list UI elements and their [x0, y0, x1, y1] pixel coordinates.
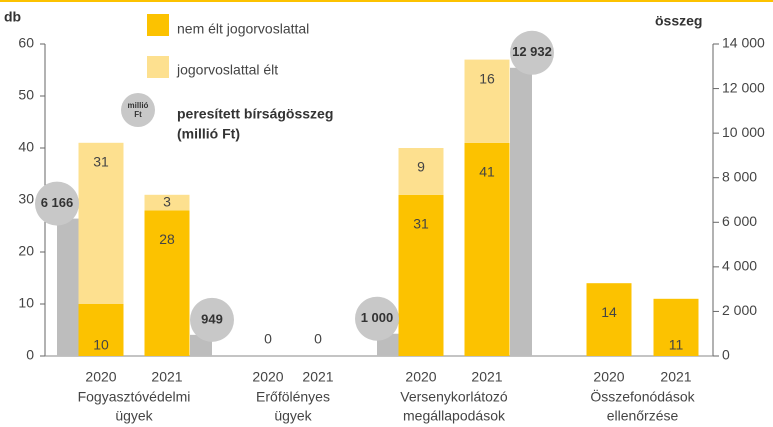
y-tick-label: 30: [18, 191, 34, 207]
value-label: 0: [264, 331, 272, 347]
fine-bubble: [510, 30, 554, 75]
fine-bar: [510, 67, 532, 356]
y2-tick-label: 12 000: [722, 79, 765, 95]
x-tick-label: 2021: [302, 369, 333, 385]
legend-swatch: [147, 14, 169, 36]
bar-segment: [464, 59, 510, 143]
value-label: 14: [601, 304, 617, 320]
legend-label: nem élt jogorvoslattal: [177, 21, 309, 37]
fine-bar: [57, 218, 79, 356]
bar-segment: [78, 304, 124, 356]
x-tick-label: 2020: [593, 369, 624, 385]
legend-bubble-text: Ft: [134, 110, 142, 119]
y-tick-label: 20: [18, 243, 34, 259]
bar-segment: [398, 194, 444, 356]
group-label: ellenőrzése: [607, 408, 679, 424]
fine-bubble: [35, 181, 79, 226]
y2-title: összeg: [655, 13, 702, 29]
bar-segment: [78, 142, 124, 304]
bar-segment: [464, 142, 510, 356]
y-tick-label: 60: [18, 35, 34, 51]
x-tick-label: 2020: [252, 369, 283, 385]
y-tick-label: 0: [26, 347, 34, 363]
y2-tick-label: 4 000: [722, 258, 757, 274]
legend-label: (millió Ft): [177, 126, 240, 142]
legend-label: peresített bírságösszeg: [177, 106, 333, 122]
top-rule: [0, 0, 773, 2]
group-label: Összefonódások: [590, 388, 695, 405]
x-tick-label: 2021: [151, 369, 182, 385]
group-label: Fogyasztóvédelmi: [78, 389, 191, 405]
value-label: 9: [417, 159, 425, 175]
value-label: 31: [93, 154, 109, 170]
value-label: 10: [93, 337, 109, 353]
fine-label: 1 000: [361, 310, 394, 325]
bar-segment: [586, 283, 632, 356]
group-label: Erőfölényes: [256, 389, 330, 405]
x-tick-label: 2020: [405, 369, 436, 385]
fine-bubble: [190, 297, 234, 342]
y-tick-label: 40: [18, 139, 34, 155]
group-label: megállapodások: [403, 408, 506, 424]
fine-label: 6 166: [41, 195, 74, 210]
legend-bubble-text: millió: [128, 101, 149, 110]
x-tick-label: 2021: [660, 369, 691, 385]
group-label: Versenykorlátozó: [400, 389, 508, 405]
value-label: 3: [163, 193, 171, 209]
fine-label: 949: [201, 311, 223, 326]
fine-bubble: [355, 296, 399, 341]
value-label: 31: [413, 216, 429, 232]
y2-tick-label: 6 000: [722, 213, 757, 229]
bar-segment: [653, 298, 699, 356]
y-title: db: [4, 9, 21, 25]
group-label: ügyek: [274, 408, 312, 424]
x-tick-label: 2021: [471, 369, 502, 385]
y-tick-label: 10: [18, 295, 34, 311]
legend-swatch: [147, 56, 169, 78]
legend-bubble: [121, 93, 155, 127]
group-label: ügyek: [115, 408, 153, 424]
fine-label: 12 932: [512, 44, 552, 59]
y2-tick-label: 14 000: [722, 35, 765, 51]
bar-segment: [144, 194, 190, 211]
bar-segment: [144, 210, 190, 356]
y2-tick-label: 10 000: [722, 124, 765, 140]
y2-tick-label: 0: [722, 347, 730, 363]
value-label: 0: [314, 331, 322, 347]
y2-tick-label: 8 000: [722, 168, 757, 184]
value-label: 11: [669, 337, 684, 353]
value-label: 41: [479, 164, 495, 180]
value-label: 28: [159, 231, 175, 247]
legend-label: jogorvoslattal élt: [176, 62, 278, 78]
y2-tick-label: 2 000: [722, 302, 757, 318]
bar-segment: [398, 148, 444, 195]
value-label: 16: [479, 70, 495, 86]
x-tick-label: 2020: [85, 369, 116, 385]
y-tick-label: 50: [18, 87, 34, 103]
